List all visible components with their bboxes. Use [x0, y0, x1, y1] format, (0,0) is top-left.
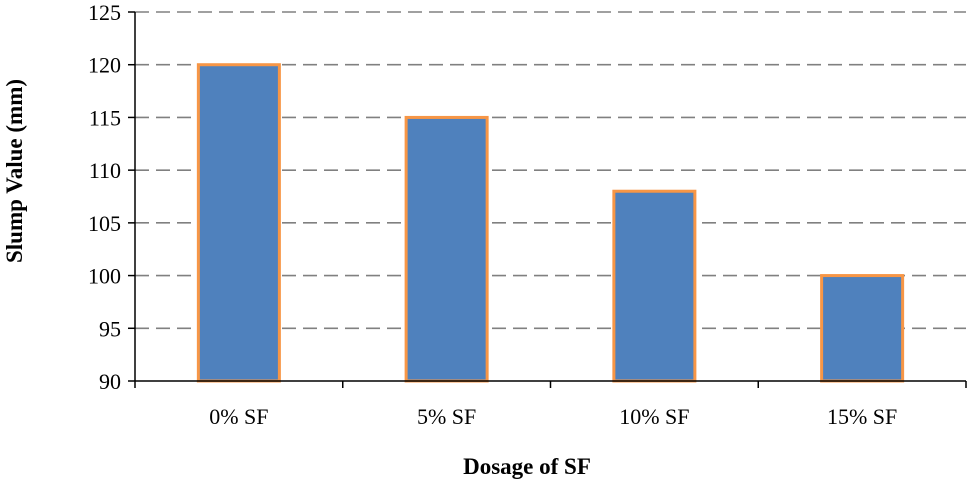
y-tick-label: 110 [89, 158, 121, 183]
bars [196, 63, 905, 383]
y-tick-label: 95 [99, 316, 121, 341]
bar [612, 189, 697, 383]
x-tick-label: 5% SF [417, 404, 476, 429]
x-tick-label: 10% SF [619, 404, 689, 429]
bar [196, 63, 281, 383]
y-tick-label: 90 [99, 369, 121, 394]
y-tick-label: 105 [88, 211, 121, 236]
bar [404, 115, 489, 383]
x-tick-labels: 0% SF 5% SF 10% SF 15% SF [209, 404, 897, 429]
x-axis-title: Dosage of SF [463, 454, 591, 479]
y-tick-labels: 90 95 100 105 110 115 120 125 [88, 0, 121, 394]
y-tick-label: 100 [88, 264, 121, 289]
y-tick-label: 120 [88, 53, 121, 78]
y-tick-label: 125 [88, 0, 121, 25]
bar [820, 274, 905, 383]
axes [128, 11, 967, 388]
y-tick-label: 115 [89, 105, 121, 130]
x-tick-label: 0% SF [209, 404, 268, 429]
x-tick-label: 15% SF [827, 404, 897, 429]
y-axis-title: Slump Value (mm) [2, 79, 27, 263]
